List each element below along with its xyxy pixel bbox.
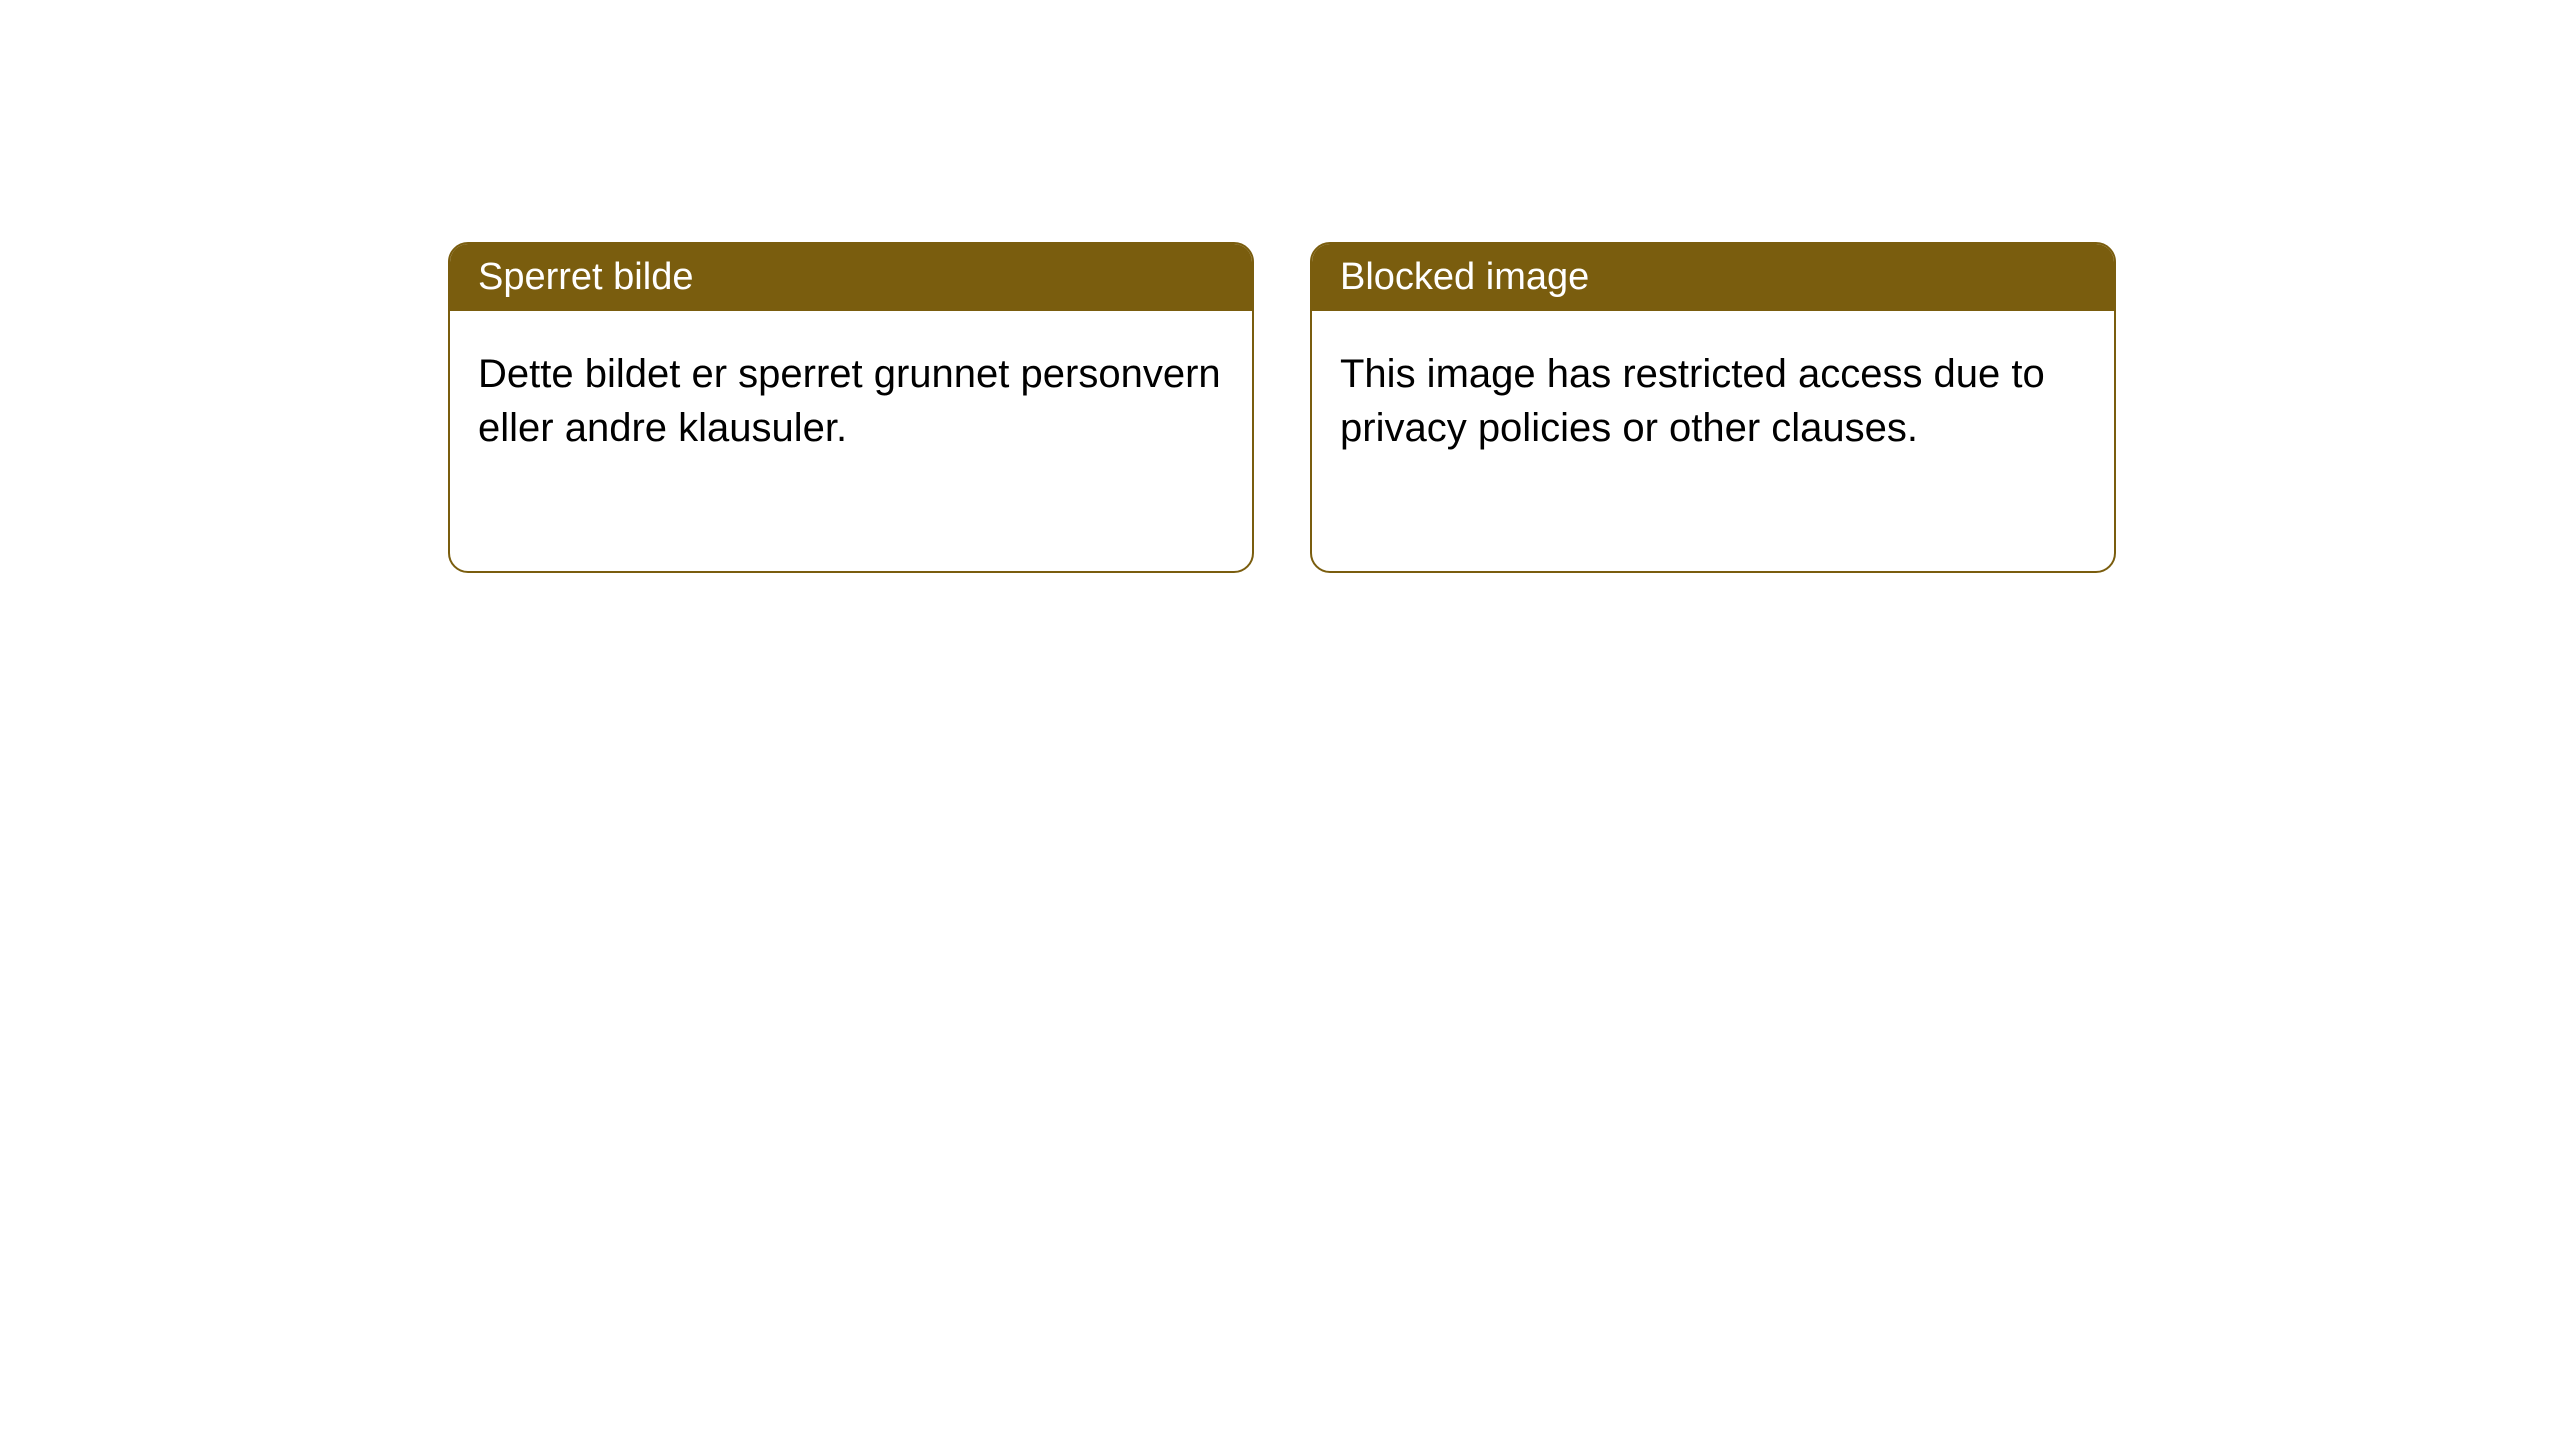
blocked-image-card-en: Blocked image This image has restricted … [1310, 242, 2116, 573]
card-header-no: Sperret bilde [450, 244, 1252, 311]
card-header-en: Blocked image [1312, 244, 2114, 311]
card-body-en: This image has restricted access due to … [1312, 311, 2114, 571]
card-body-no: Dette bildet er sperret grunnet personve… [450, 311, 1252, 571]
blocked-image-notice-container: Sperret bilde Dette bildet er sperret gr… [448, 242, 2116, 573]
blocked-image-card-no: Sperret bilde Dette bildet er sperret gr… [448, 242, 1254, 573]
